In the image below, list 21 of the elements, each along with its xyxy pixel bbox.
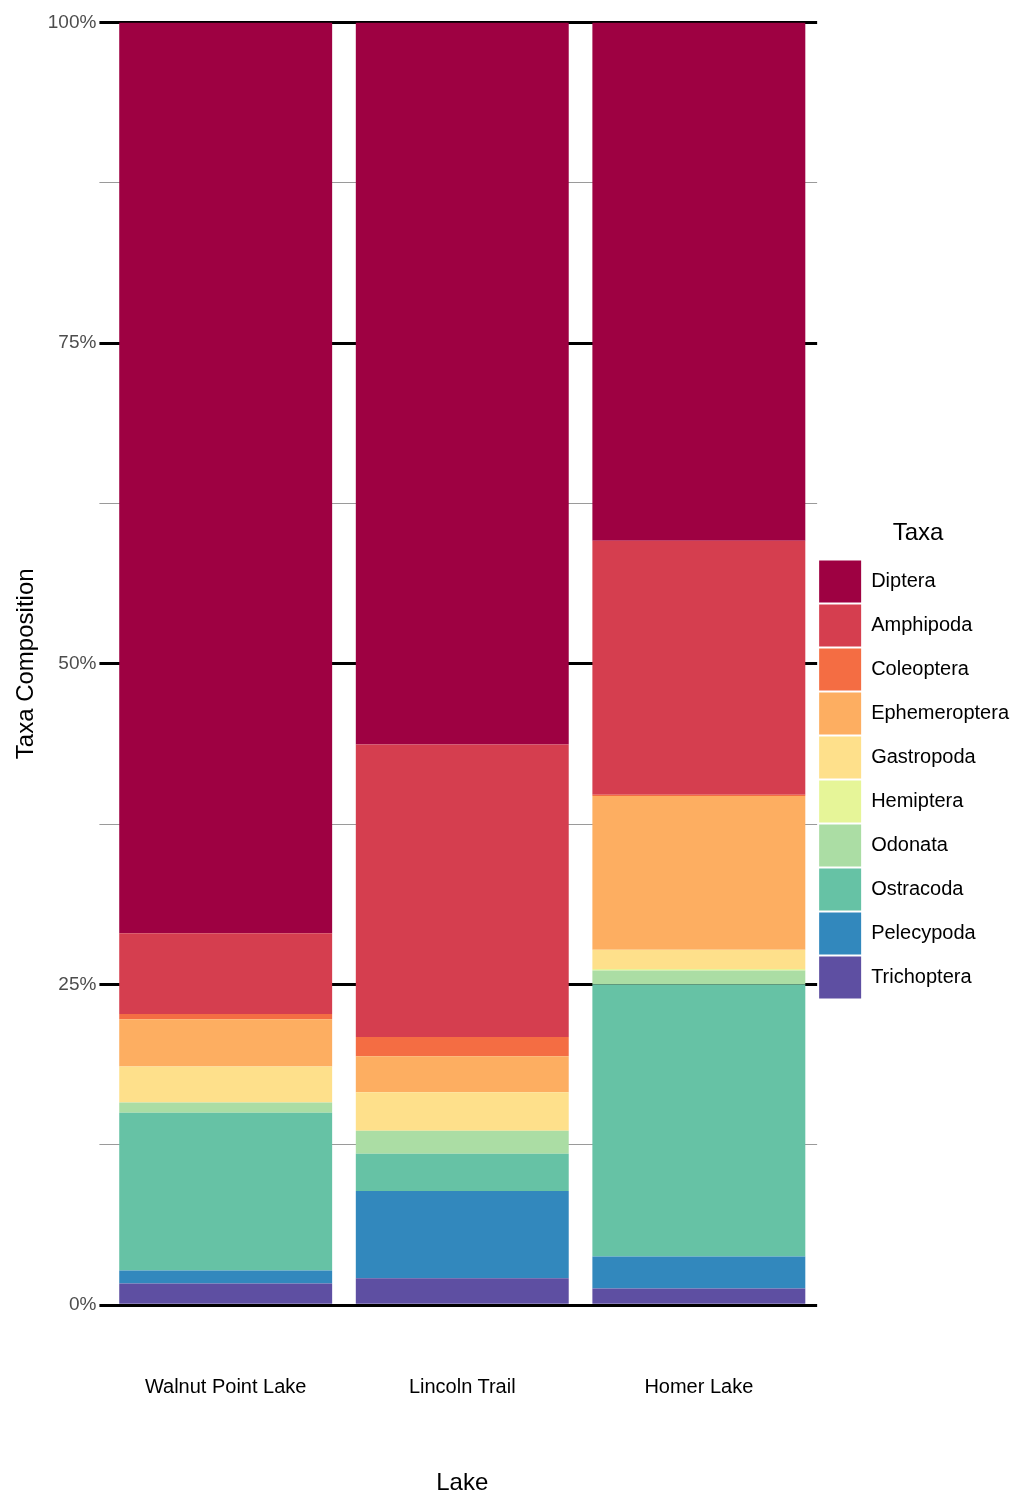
x-tick-label: Homer Lake bbox=[644, 1374, 754, 1397]
legend-label: Ephemeroptera bbox=[871, 700, 1010, 723]
legend-label: Odonata bbox=[871, 832, 949, 855]
legend-label: Trichoptera bbox=[871, 964, 973, 987]
legend-label: Amphipoda bbox=[871, 612, 974, 635]
legend-label: Diptera bbox=[871, 568, 937, 591]
x-axis-title: Lake bbox=[436, 1468, 489, 1496]
y-tick-label: 25% bbox=[58, 972, 97, 994]
y-tick-label: 100% bbox=[47, 10, 97, 32]
legend-label: Coleoptera bbox=[871, 656, 970, 679]
y-axis-title: Taxa Composition bbox=[11, 568, 39, 760]
legend-label: Pelecypoda bbox=[871, 920, 977, 943]
legend-label: Hemiptera bbox=[871, 788, 965, 811]
y-tick-label: 75% bbox=[58, 331, 97, 353]
y-tick-label: 0% bbox=[68, 1293, 97, 1315]
y-tick-label: 50% bbox=[58, 652, 97, 674]
legend-title: Taxa bbox=[892, 518, 945, 546]
x-tick-label: Lincoln Trail bbox=[408, 1374, 516, 1397]
legend-label: Ostracoda bbox=[871, 876, 965, 899]
x-tick-label: Walnut Point Lake bbox=[144, 1374, 307, 1397]
legend-label: Gastropoda bbox=[871, 744, 977, 767]
